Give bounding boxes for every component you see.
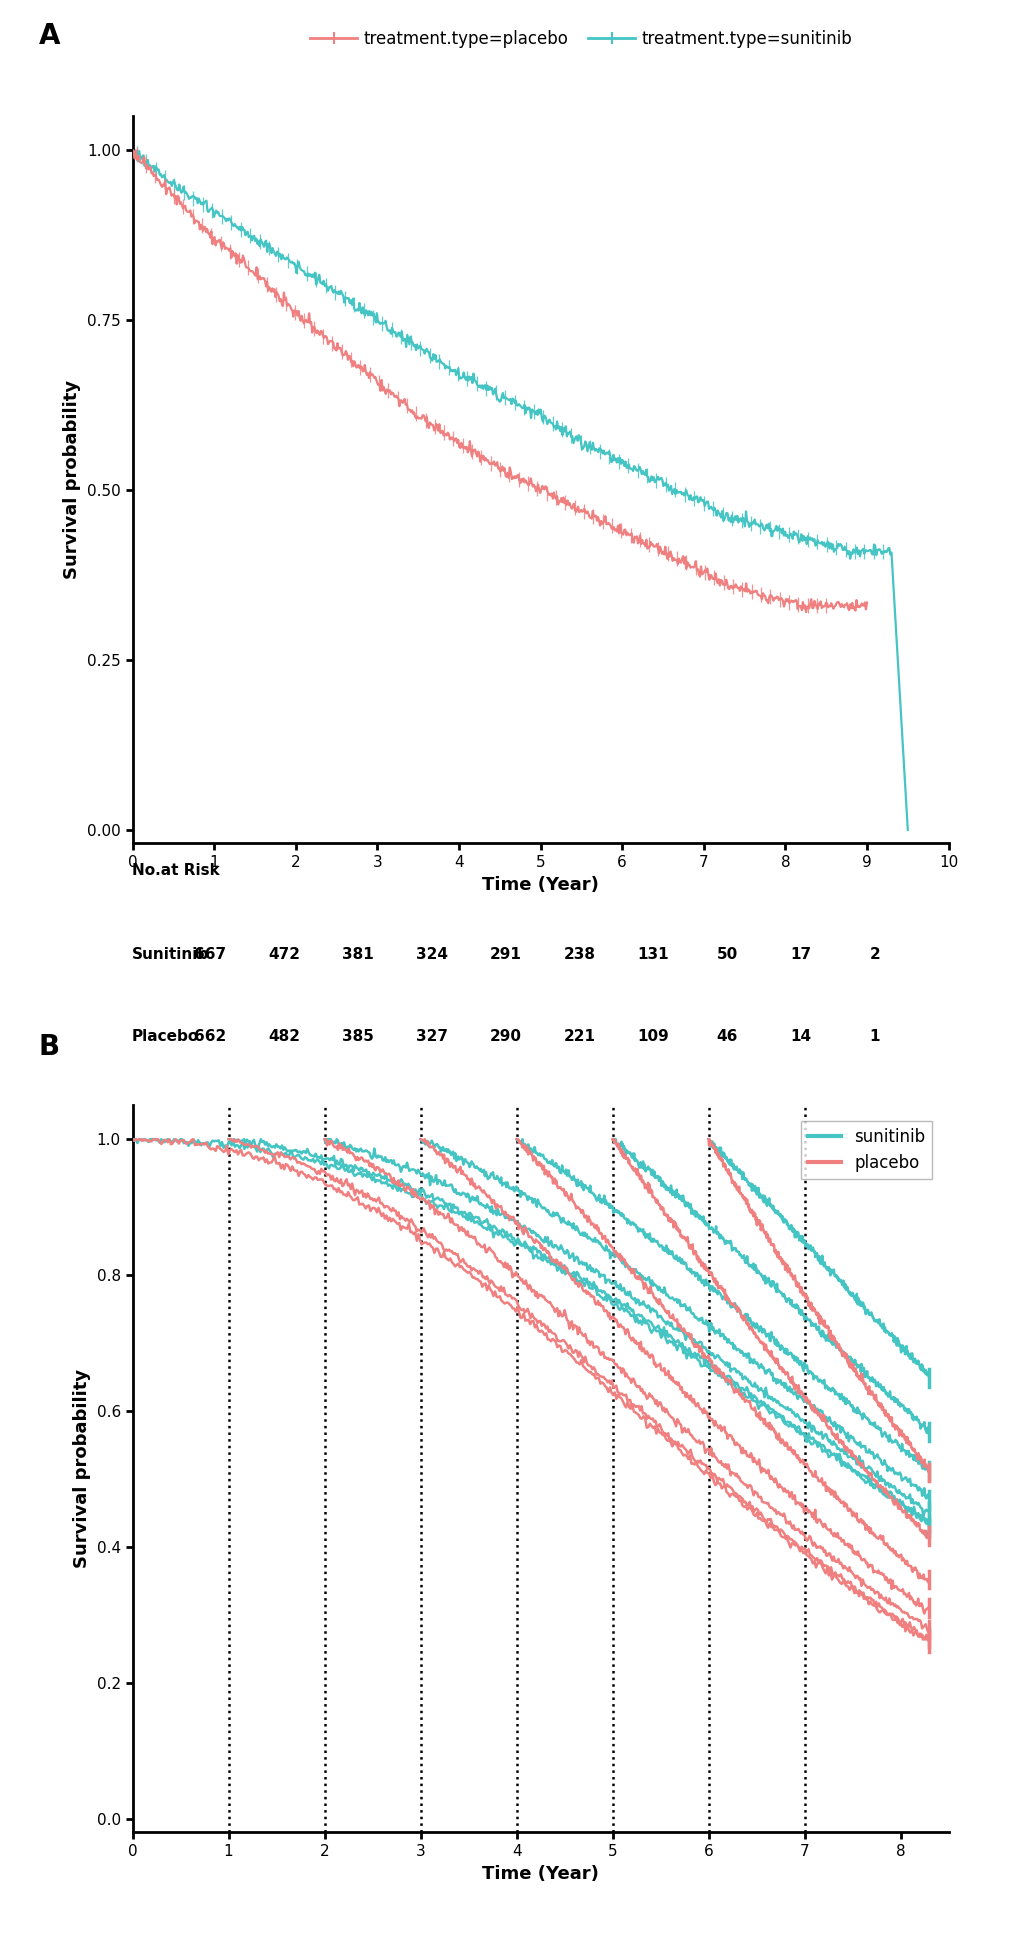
Text: 14: 14 <box>790 1028 811 1043</box>
Text: 327: 327 <box>416 1028 447 1043</box>
Text: 482: 482 <box>268 1028 300 1043</box>
Legend: sunitinib, placebo: sunitinib, placebo <box>800 1121 931 1179</box>
Text: A: A <box>39 21 60 50</box>
Text: 662: 662 <box>194 1028 226 1043</box>
Text: 46: 46 <box>715 1028 737 1043</box>
Text: 2: 2 <box>868 946 879 962</box>
Text: No.at Risk: No.at Risk <box>131 863 219 878</box>
Text: 291: 291 <box>489 946 521 962</box>
Text: 109: 109 <box>637 1028 668 1043</box>
X-axis label: Time (Year): Time (Year) <box>482 876 598 894</box>
Legend: treatment.type=placebo, treatment.type=sunitinib: treatment.type=placebo, treatment.type=s… <box>304 23 858 54</box>
Text: 238: 238 <box>562 946 595 962</box>
Text: 131: 131 <box>637 946 668 962</box>
Text: 667: 667 <box>194 946 226 962</box>
Text: 221: 221 <box>562 1028 595 1043</box>
Text: 290: 290 <box>489 1028 521 1043</box>
Y-axis label: Survival probability: Survival probability <box>73 1369 91 1569</box>
X-axis label: Time (Year): Time (Year) <box>482 1865 598 1883</box>
Text: 385: 385 <box>341 1028 373 1043</box>
Text: 472: 472 <box>268 946 300 962</box>
Text: 17: 17 <box>790 946 811 962</box>
Text: B: B <box>39 1032 60 1061</box>
Text: 381: 381 <box>341 946 373 962</box>
Text: 324: 324 <box>416 946 447 962</box>
Text: Sunitinib: Sunitinib <box>131 946 209 962</box>
Text: 50: 50 <box>715 946 737 962</box>
Text: Placebo: Placebo <box>131 1028 199 1043</box>
Y-axis label: Survival probability: Survival probability <box>63 380 82 580</box>
Text: 1: 1 <box>868 1028 879 1043</box>
